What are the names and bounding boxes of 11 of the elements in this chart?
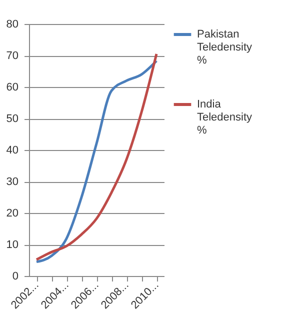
y-tick-label: 10 — [6, 239, 18, 251]
y-tick-label: 30 — [6, 176, 18, 188]
y-tick-label: 70 — [6, 50, 18, 62]
y-tick-label: 50 — [6, 113, 18, 125]
y-tick-label: 40 — [6, 144, 18, 156]
legend-label: India Teledensity % — [197, 98, 253, 136]
y-tick-label: 20 — [6, 208, 18, 220]
legend-label: Pakistan Teledensity % — [197, 28, 253, 66]
y-tick-label: 60 — [6, 82, 18, 94]
y-tick-label: 0 — [12, 270, 18, 282]
y-tick-label: 80 — [6, 18, 18, 30]
